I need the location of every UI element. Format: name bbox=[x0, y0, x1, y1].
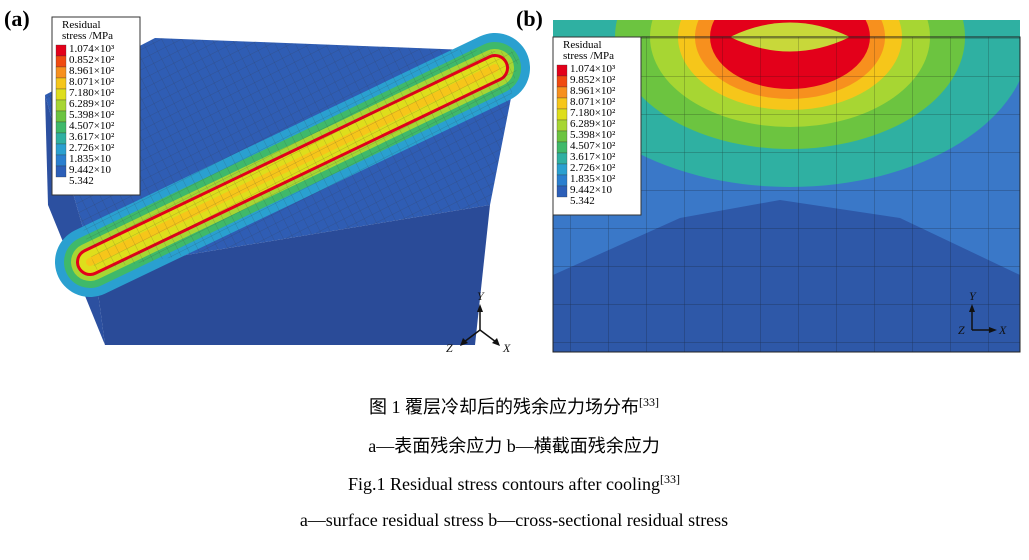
legend-label: 9.852×10² bbox=[570, 74, 616, 86]
panel-label: (a) bbox=[4, 6, 30, 31]
legend-label: 3.617×10² bbox=[69, 131, 115, 143]
legend-label: 5.398×10² bbox=[570, 129, 616, 141]
legend-label: 8.961×10² bbox=[570, 85, 616, 97]
legend-swatch bbox=[55, 132, 67, 145]
legend-swatch bbox=[556, 152, 568, 165]
legend-swatch bbox=[55, 44, 67, 57]
panel-b-image bbox=[553, 20, 1020, 352]
legend-label: 6.289×10² bbox=[570, 118, 616, 130]
legend-swatch bbox=[55, 154, 67, 167]
legend-swatch bbox=[556, 185, 568, 198]
legend-title: Residual bbox=[62, 19, 101, 31]
axis-head bbox=[969, 304, 975, 312]
legend-title: Residual bbox=[563, 39, 602, 51]
legend-label: 8.961×10² bbox=[69, 65, 115, 77]
axis-label: Z bbox=[958, 323, 965, 337]
panel-label: (b) bbox=[516, 6, 543, 31]
legend-label: 1.835×10² bbox=[570, 173, 616, 185]
legend-swatch bbox=[55, 110, 67, 123]
caption-en-title: Fig.1 Residual stress contours after coo… bbox=[348, 472, 680, 494]
axis-label: X bbox=[998, 323, 1007, 337]
legend-swatch bbox=[556, 163, 568, 176]
legend-label: 1.835×10 bbox=[69, 153, 111, 165]
legend-label: 1.074×10³ bbox=[69, 43, 115, 55]
legend-swatch bbox=[556, 141, 568, 154]
legend-box bbox=[51, 16, 141, 196]
axis-label: X bbox=[502, 341, 511, 355]
legend-swatch bbox=[55, 88, 67, 101]
legend-swatch bbox=[556, 75, 568, 88]
legend-title: stress /MPa bbox=[62, 30, 113, 42]
legend-box bbox=[552, 36, 642, 216]
caption-en-sub: a—surface residual stress b—cross-sectio… bbox=[300, 510, 728, 530]
axis-head bbox=[989, 327, 997, 333]
legend-label: 7.180×10² bbox=[570, 107, 616, 119]
legend-label: 5.342 bbox=[570, 195, 595, 207]
legend-label: 4.507×10² bbox=[69, 120, 115, 132]
legend-swatch bbox=[556, 86, 568, 99]
legend-swatch bbox=[55, 165, 67, 178]
legend-label: 8.071×10² bbox=[570, 96, 616, 108]
legend-label: 1.074×10³ bbox=[570, 63, 616, 75]
axis-arrow bbox=[463, 329, 497, 343]
legend-label: 3.617×10² bbox=[570, 151, 616, 163]
legend-label: 2.726×10² bbox=[570, 162, 616, 174]
legend-label: 5.342 bbox=[69, 175, 94, 187]
legend-label: 6.289×10² bbox=[69, 98, 115, 110]
legend-swatch bbox=[556, 174, 568, 187]
legend-swatch bbox=[55, 121, 67, 134]
axis-head bbox=[477, 304, 483, 312]
caption-cn-sub: a—表面残余应力 b—横截面残余应力 bbox=[368, 436, 660, 456]
legend-swatch bbox=[55, 66, 67, 79]
panel-a-image bbox=[45, 33, 530, 345]
legend-swatch bbox=[556, 64, 568, 77]
legend-label: 7.180×10² bbox=[69, 87, 115, 99]
legend-swatch bbox=[556, 119, 568, 132]
legend-label: 5.398×10² bbox=[69, 109, 115, 121]
legend-label: 8.071×10² bbox=[69, 76, 115, 88]
legend-swatch bbox=[556, 130, 568, 143]
caption-cn-title: 图 1 覆层冷却后的残余应力场分布[33] bbox=[369, 395, 659, 417]
legend-title: stress /MPa bbox=[563, 50, 614, 62]
legend-swatch bbox=[55, 77, 67, 90]
legend-swatch bbox=[556, 97, 568, 110]
legend-swatch bbox=[55, 55, 67, 68]
legend-label: 4.507×10² bbox=[570, 140, 616, 152]
axis-label: Z bbox=[446, 341, 453, 355]
legend-label: 2.726×10² bbox=[69, 142, 115, 154]
axis-label: Y bbox=[969, 289, 977, 303]
legend-swatch bbox=[556, 108, 568, 121]
legend-swatch bbox=[55, 143, 67, 156]
legend-label: 0.852×10² bbox=[69, 54, 115, 66]
legend-swatch bbox=[55, 99, 67, 112]
legend-label: 9.442×10 bbox=[570, 184, 612, 196]
axis-label: Y bbox=[477, 289, 485, 303]
legend-label: 9.442×10 bbox=[69, 164, 111, 176]
